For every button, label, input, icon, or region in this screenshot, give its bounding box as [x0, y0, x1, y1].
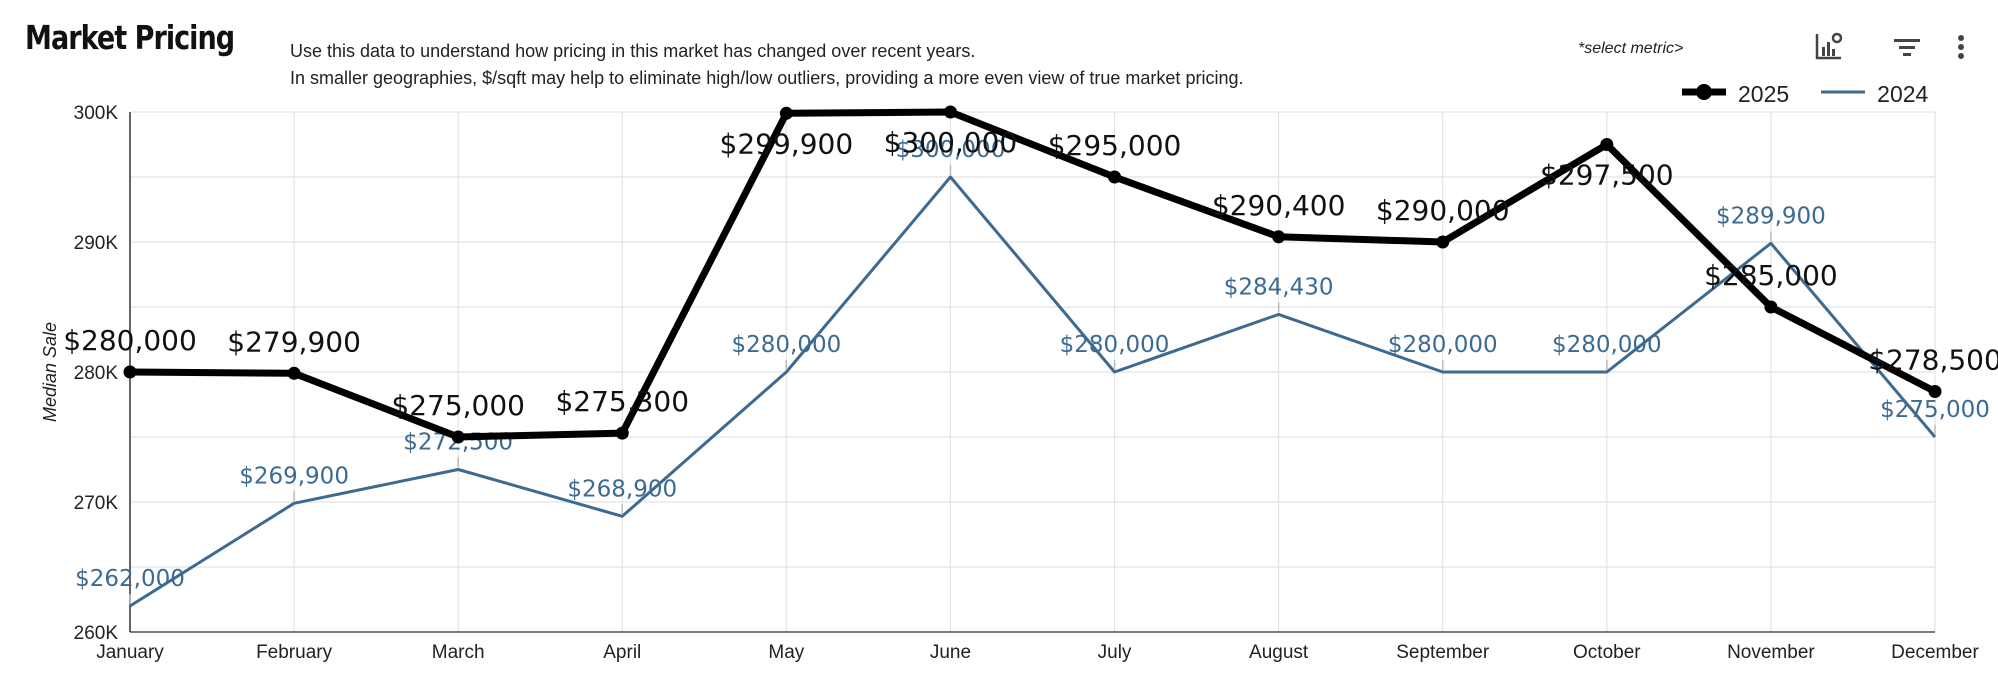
x-tick-label: October: [1573, 642, 1641, 663]
data-label-2024: $300,000: [896, 137, 1006, 163]
series-line-2025: [129, 108, 1937, 441]
data-point-2025[interactable]: [1764, 300, 1778, 314]
y-tick-label: 290K: [74, 233, 119, 254]
legend-swatch-2024: [1819, 81, 1867, 108]
x-tick-label: February: [256, 642, 333, 663]
y-tick-label: 270K: [74, 493, 119, 514]
data-point-2025[interactable]: [1108, 170, 1122, 184]
x-tick-label: April: [603, 642, 641, 663]
data-label-2025: $297,500: [1540, 159, 1674, 192]
data-label-2025: $290,000: [1376, 194, 1510, 227]
y-tick-label: 260K: [74, 623, 119, 644]
data-label-2025: $279,900: [227, 325, 361, 358]
data-label-2024: $262,000: [75, 566, 185, 592]
legend-item-2024[interactable]: 2024: [1819, 81, 1928, 108]
page-title: Market Pricing: [25, 18, 235, 57]
data-point-2025[interactable]: [451, 430, 465, 444]
data-label-2024: $268,900: [567, 476, 677, 502]
data-label-2025: $295,000: [1048, 129, 1182, 162]
data-label-2025: $285,000: [1704, 259, 1838, 292]
chart-legend: 2025 2024: [1650, 80, 1928, 108]
legend-swatch-2025: [1680, 81, 1728, 108]
filter-icon[interactable]: [1890, 30, 1924, 64]
data-label-2025: $300,000: [884, 126, 1018, 159]
metric-selector[interactable]: *select metric>: [1578, 40, 1684, 57]
x-tick-label: January: [96, 642, 164, 663]
data-point-2025[interactable]: [1272, 230, 1286, 244]
x-tick-label: May: [768, 642, 804, 663]
chart-description: Use this data to understand how pricing …: [290, 38, 1243, 92]
description-line-1: Use this data to understand how pricing …: [290, 41, 976, 61]
data-label-2024: $280,000: [731, 332, 841, 358]
x-tick-label: November: [1727, 642, 1815, 663]
x-tick-label: July: [1098, 642, 1132, 663]
y-tick-label: 300K: [74, 103, 119, 124]
data-label-2024: $275,000: [1880, 397, 1990, 423]
series-line-2024: [129, 175, 1937, 608]
legend-label-2024: 2024: [1877, 80, 1929, 107]
data-label-2025: $280,000: [63, 324, 197, 357]
more-vertical-icon[interactable]: [1944, 30, 1978, 64]
legend-item-2025[interactable]: 2025: [1680, 81, 1789, 108]
legend-label-2025: 2025: [1738, 80, 1790, 107]
data-point-2025[interactable]: [123, 365, 137, 379]
data-point-2025[interactable]: [615, 426, 629, 440]
description-line-2: In smaller geographies, $/sqft may help …: [290, 68, 1244, 88]
data-label-2025: $275,000: [391, 389, 525, 422]
data-point-2025[interactable]: [1600, 138, 1614, 151]
data-label-2025: $278,500: [1868, 344, 1998, 377]
data-point-2025[interactable]: [779, 106, 793, 120]
data-label-2025: $290,400: [1212, 189, 1346, 222]
chart-settings-icon[interactable]: [1812, 30, 1846, 64]
data-label-2024: $284,430: [1224, 274, 1334, 300]
y-axis-title: Median Sale: [40, 322, 60, 422]
x-tick-label: August: [1249, 642, 1309, 663]
data-point-2025[interactable]: [287, 366, 301, 380]
x-tick-label: September: [1396, 642, 1490, 663]
y-tick-label: 280K: [74, 363, 119, 384]
data-label-2024: $280,000: [1388, 332, 1498, 358]
data-point-2025[interactable]: [1436, 235, 1450, 249]
data-label-2024: $280,000: [1060, 332, 1170, 358]
data-label-2025: $275,300: [555, 385, 689, 418]
data-label-2024: $289,900: [1716, 203, 1826, 229]
data-label-2024: $269,900: [239, 463, 349, 489]
data-point-2025[interactable]: [1928, 385, 1942, 398]
x-tick-label: December: [1891, 642, 1979, 663]
x-tick-label: March: [432, 642, 485, 663]
data-label-2024: $280,000: [1552, 332, 1662, 358]
data-label-2025: $299,900: [720, 127, 854, 160]
data-point-2025[interactable]: [943, 105, 957, 119]
x-tick-label: June: [930, 642, 971, 663]
